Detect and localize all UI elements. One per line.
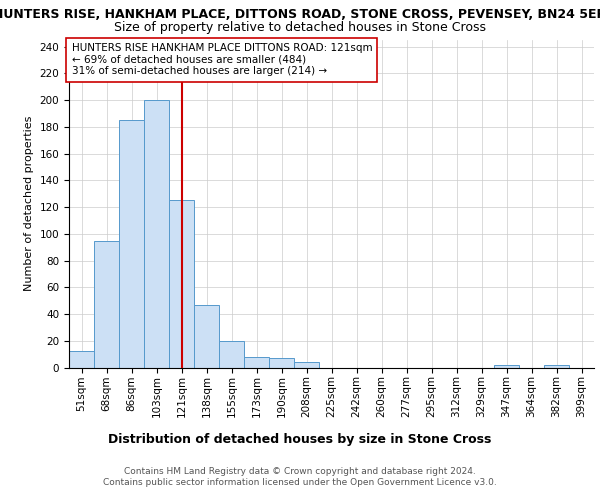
Bar — [219, 341, 244, 367]
Bar — [194, 304, 219, 368]
Bar — [269, 358, 294, 368]
Bar — [69, 352, 94, 368]
Bar — [144, 100, 169, 367]
Text: HUNTERS RISE, HANKHAM PLACE, DITTONS ROAD, STONE CROSS, PEVENSEY, BN24 5ER: HUNTERS RISE, HANKHAM PLACE, DITTONS ROA… — [0, 8, 600, 20]
Y-axis label: Number of detached properties: Number of detached properties — [24, 116, 34, 292]
Bar — [294, 362, 319, 368]
Text: Size of property relative to detached houses in Stone Cross: Size of property relative to detached ho… — [114, 21, 486, 34]
Bar — [544, 365, 569, 368]
Text: Distribution of detached houses by size in Stone Cross: Distribution of detached houses by size … — [109, 432, 491, 446]
Text: Contains HM Land Registry data © Crown copyright and database right 2024.
Contai: Contains HM Land Registry data © Crown c… — [103, 468, 497, 487]
Bar — [94, 240, 119, 368]
Text: HUNTERS RISE HANKHAM PLACE DITTONS ROAD: 121sqm
← 69% of detached houses are sma: HUNTERS RISE HANKHAM PLACE DITTONS ROAD:… — [71, 44, 372, 76]
Bar — [119, 120, 144, 368]
Bar — [244, 357, 269, 368]
Bar — [494, 365, 519, 368]
Bar — [169, 200, 194, 368]
